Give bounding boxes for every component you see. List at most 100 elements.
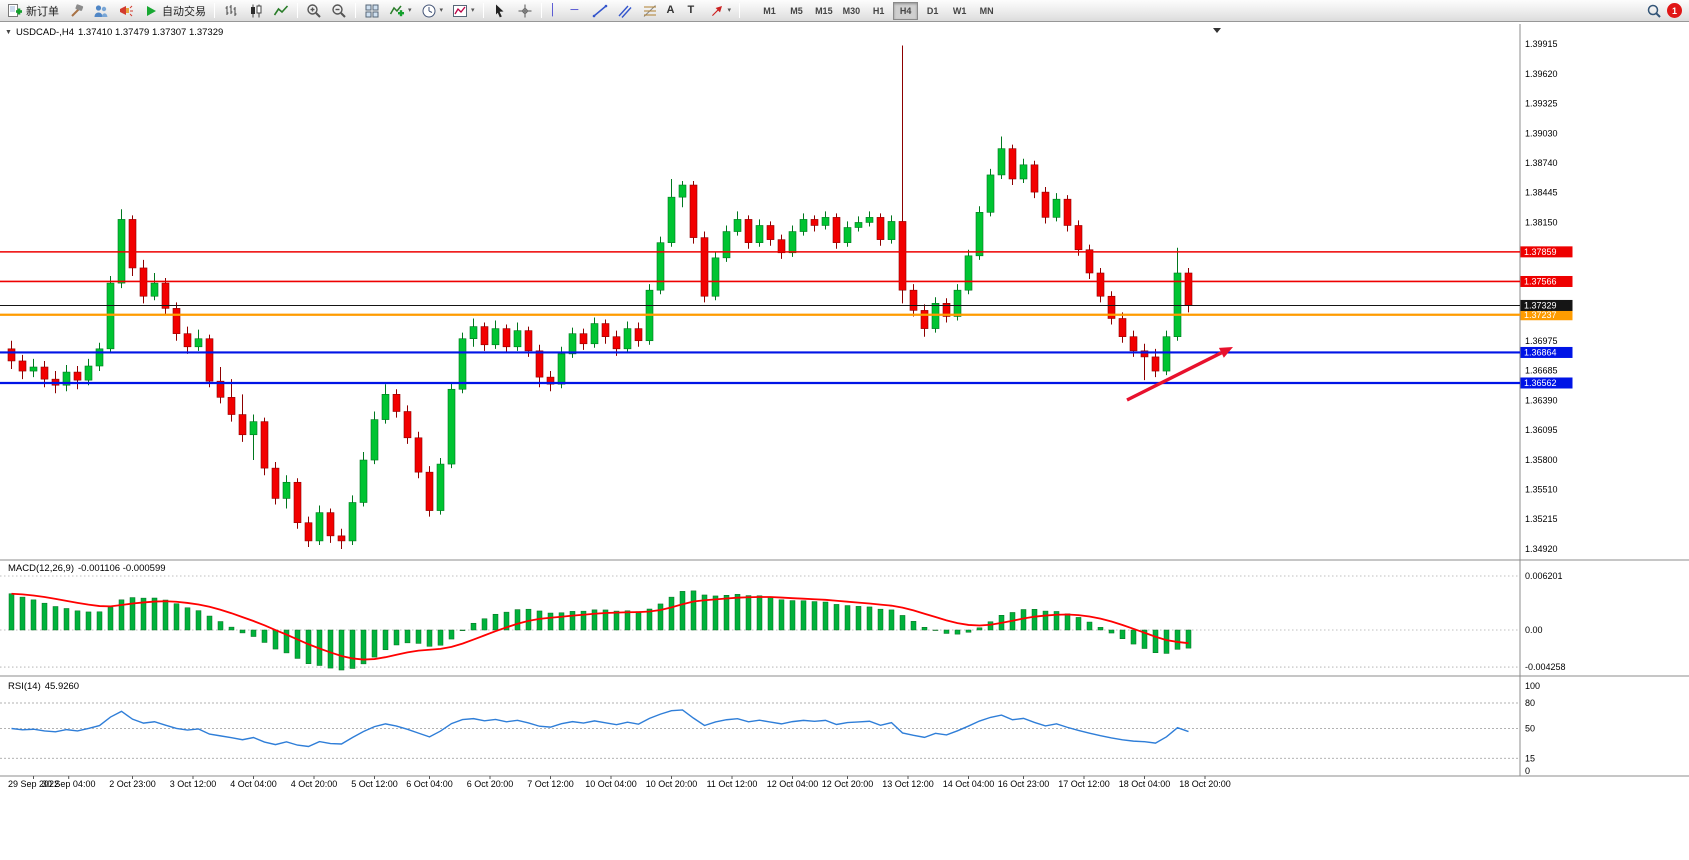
- collapse-triangle-icon[interactable]: ▼: [5, 29, 12, 36]
- svg-text:30 Sep 04:00: 30 Sep 04:00: [42, 779, 96, 789]
- svg-text:5 Oct 12:00: 5 Oct 12:00: [351, 779, 398, 789]
- autotrading-label: 自动交易: [162, 5, 206, 18]
- toolbar-separator: [482, 3, 484, 18]
- chart-shift-marker[interactable]: [1213, 28, 1221, 33]
- support-line-1-price-tag: [1520, 346, 1573, 358]
- timeframe-M1[interactable]: M1: [757, 2, 782, 20]
- timeframe-toolbar: M1 M5 M15 M30 H1 H4 D1 W1 MN: [756, 1, 1000, 20]
- svg-text:2 Oct 23:00: 2 Oct 23:00: [109, 779, 156, 789]
- trend-arrow-line[interactable]: [1126, 351, 1223, 402]
- users-icon: [94, 4, 108, 17]
- templates-button[interactable]: ▾: [448, 1, 479, 21]
- hammer-icon: [71, 3, 84, 17]
- svg-text:1.36095: 1.36095: [1525, 425, 1558, 435]
- cursor-icon: [495, 4, 504, 17]
- rsi-panel: 100 80 50 15 0: [0, 681, 1540, 776]
- news-button[interactable]: [114, 1, 138, 21]
- price-axis[interactable]: 1.39915 1.39620 1.39325 1.39030 1.38740 1.384…: [1520, 39, 1573, 554]
- indicators-icon: [389, 5, 404, 16]
- channel-button[interactable]: [613, 1, 637, 21]
- timeframe-MN[interactable]: MN: [974, 2, 999, 20]
- toolbar-separator: [297, 3, 298, 18]
- timeframe-H4[interactable]: H4: [893, 1, 919, 20]
- resistance-line-2-price-tag: [1520, 275, 1573, 287]
- candlestick-series: [7, 45, 1193, 549]
- timeframe-H1[interactable]: H1: [866, 2, 891, 20]
- svg-text:1.39325: 1.39325: [1525, 99, 1558, 109]
- metaeditor-button[interactable]: [64, 1, 88, 21]
- notification-badge[interactable]: 1: [1667, 3, 1682, 18]
- timeframe-M5[interactable]: M5: [784, 2, 809, 20]
- svg-text:0: 0: [1525, 766, 1530, 776]
- tile-windows-button[interactable]: [360, 1, 384, 21]
- chevron-down-icon: ▾: [439, 7, 444, 14]
- vertical-line-button[interactable]: │: [546, 1, 566, 21]
- svg-text:1.36390: 1.36390: [1525, 395, 1558, 405]
- periods-button[interactable]: ▾: [417, 1, 448, 21]
- chart-canvas[interactable]: 1.39915 1.39620 1.39325 1.39030 1.38740 1.384…: [0, 22, 1689, 860]
- timeframe-D1[interactable]: D1: [920, 2, 945, 20]
- trend-arrow-head[interactable]: [1218, 347, 1233, 358]
- search-icon: [1647, 4, 1661, 18]
- zoom-in-button[interactable]: [302, 1, 326, 21]
- crosshair-icon: [518, 4, 532, 17]
- crosshair-button[interactable]: [513, 1, 537, 21]
- main-toolbar: 新订单 自动交易 ▾ ▾ ▾: [0, 0, 1689, 22]
- arrow-tool-icon: [711, 5, 722, 16]
- text-button[interactable]: A: [663, 1, 683, 21]
- trendline-button[interactable]: [588, 1, 612, 21]
- svg-text:1.35510: 1.35510: [1525, 484, 1558, 494]
- autotrading-button[interactable]: 自动交易: [139, 1, 210, 21]
- macd-values: -0.001106 -0.000599: [78, 563, 166, 574]
- chevron-down-icon: ▾: [408, 7, 412, 14]
- svg-text:-0.004258: -0.004258: [1525, 662, 1566, 672]
- horizontal-line-button[interactable]: ─: [567, 1, 587, 21]
- arrows-button[interactable]: ▾: [705, 1, 736, 21]
- svg-text:1.36562: 1.36562: [1524, 378, 1557, 388]
- svg-text:1.39620: 1.39620: [1525, 69, 1558, 79]
- svg-text:1.38150: 1.38150: [1525, 217, 1558, 227]
- svg-text:1.35800: 1.35800: [1525, 455, 1558, 465]
- new-order-label: 新订单: [26, 5, 59, 18]
- indicators-button[interactable]: ▾: [385, 1, 416, 21]
- svg-text:1.34920: 1.34920: [1525, 544, 1558, 554]
- svg-text:16 Oct 23:00: 16 Oct 23:00: [998, 779, 1050, 789]
- label-tool-icon: T: [687, 4, 695, 16]
- new-order-button[interactable]: 新订单: [3, 1, 63, 21]
- svg-text:6 Oct 04:00: 6 Oct 04:00: [406, 779, 453, 789]
- community-button[interactable]: [89, 1, 113, 21]
- label-button[interactable]: T: [684, 1, 704, 21]
- candlestick-chart-button[interactable]: [244, 1, 268, 21]
- ohlc-values: 1.37410 1.37479 1.37307 1.37329: [78, 27, 224, 38]
- svg-text:11 Oct 12:00: 11 Oct 12:00: [707, 779, 758, 789]
- toolbar-separator: [355, 3, 356, 18]
- timeframe-M15[interactable]: M15: [811, 2, 837, 20]
- fibonacci-button[interactable]: [638, 1, 662, 21]
- chevron-down-icon: ▾: [471, 7, 475, 14]
- toolbar-separator: [739, 3, 741, 18]
- rsi-value: 45.9260: [44, 681, 80, 692]
- svg-text:1.39030: 1.39030: [1525, 128, 1558, 138]
- svg-text:1.38445: 1.38445: [1525, 188, 1558, 198]
- search-button[interactable]: [1642, 1, 1666, 21]
- line-chart-button[interactable]: [269, 1, 293, 21]
- timeframe-W1[interactable]: W1: [947, 2, 972, 20]
- clock-icon: [422, 4, 436, 17]
- svg-text:1.37237: 1.37237: [1524, 310, 1557, 320]
- svg-text:1.35215: 1.35215: [1525, 514, 1558, 524]
- cursor-button[interactable]: [488, 1, 512, 21]
- zoom-out-icon: [332, 3, 346, 18]
- zoom-out-button[interactable]: [327, 1, 351, 21]
- macd-panel: 0.006201 0.00 -0.004258: [0, 571, 1566, 672]
- line-chart-icon: [273, 4, 289, 15]
- bar-chart-button[interactable]: [219, 1, 243, 21]
- macd-signal-line: [11, 592, 1189, 661]
- svg-text:14 Oct 04:00: 14 Oct 04:00: [943, 779, 995, 789]
- svg-text:18 Oct 04:00: 18 Oct 04:00: [1119, 779, 1171, 789]
- svg-text:1.37566: 1.37566: [1524, 277, 1557, 287]
- resistance-line-1-price-tag: [1520, 246, 1573, 258]
- timeframe-M30[interactable]: M30: [839, 2, 865, 20]
- symbol-ohlc-label[interactable]: ▼ USDCAD-,H4 1.37410 1.37479 1.37307 1.3…: [5, 27, 223, 38]
- pivot-line-orange-price-tag: [1520, 309, 1573, 321]
